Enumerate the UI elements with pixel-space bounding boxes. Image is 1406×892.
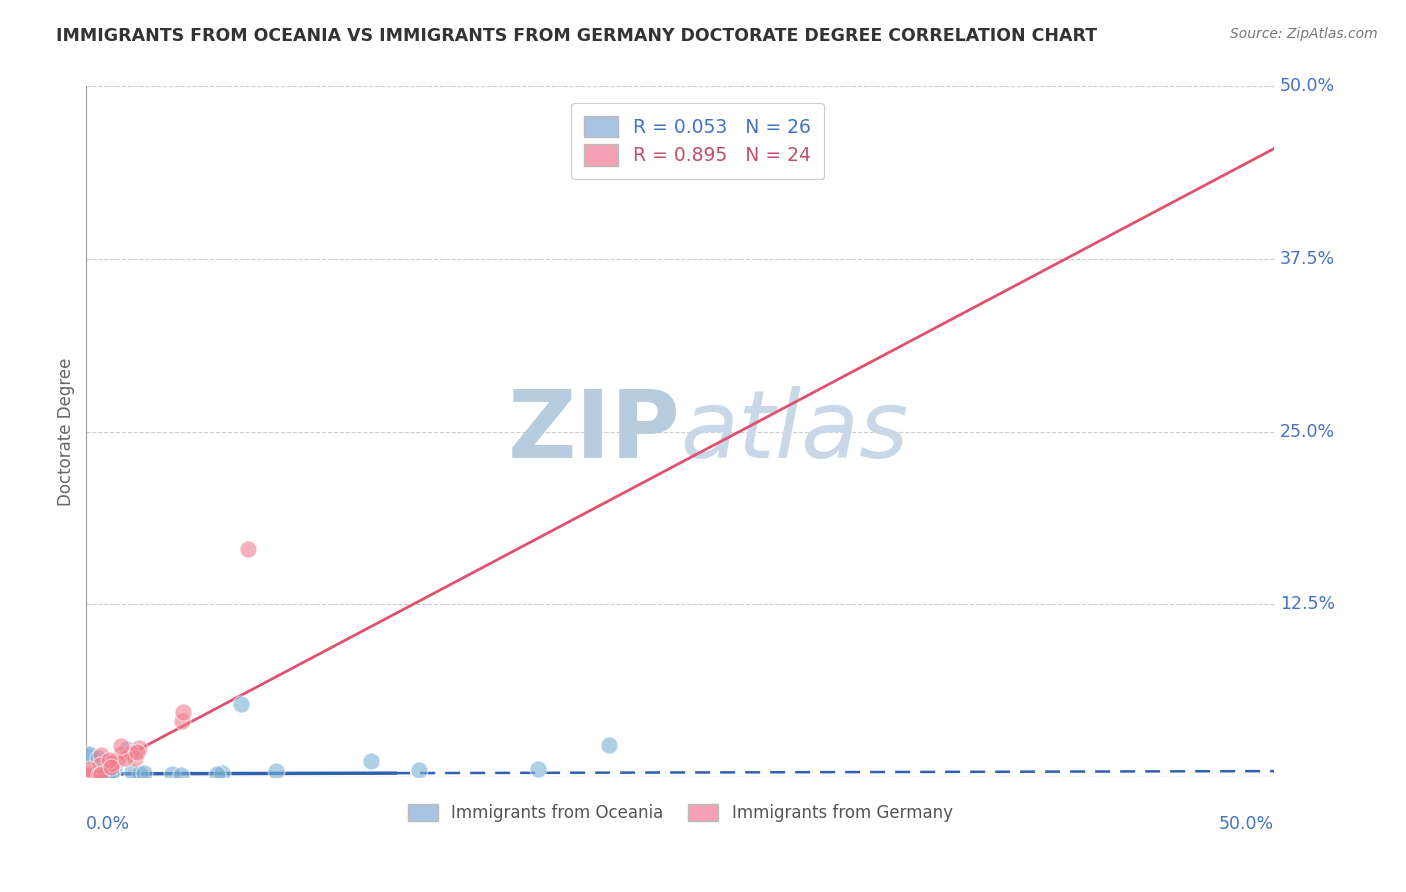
Point — [97, 768, 120, 782]
Point — [77, 748, 100, 763]
Point — [110, 747, 132, 762]
Point — [90, 766, 112, 780]
Point — [77, 747, 100, 762]
Point — [170, 714, 193, 728]
Point — [121, 764, 143, 779]
Text: 50.0%: 50.0% — [1279, 78, 1336, 95]
Point — [100, 757, 122, 772]
Point — [100, 766, 122, 780]
Point — [125, 745, 148, 759]
Point — [124, 751, 146, 765]
Point — [229, 698, 252, 712]
Point — [105, 753, 128, 767]
Text: 37.5%: 37.5% — [1279, 250, 1336, 268]
Point — [120, 746, 142, 760]
Point — [98, 753, 121, 767]
Point — [89, 768, 111, 782]
Point — [236, 541, 259, 556]
Point — [211, 766, 233, 780]
Text: 0.0%: 0.0% — [86, 814, 131, 832]
Text: 12.5%: 12.5% — [1279, 595, 1336, 613]
Point — [266, 764, 288, 779]
Point — [134, 766, 156, 780]
Point — [87, 751, 110, 765]
Point — [110, 739, 132, 753]
Text: 25.0%: 25.0% — [1279, 423, 1336, 441]
Point — [103, 761, 125, 775]
Point — [205, 767, 228, 781]
Point — [93, 756, 115, 770]
Point — [598, 738, 620, 752]
Point — [101, 756, 124, 770]
Point — [86, 768, 108, 782]
Point — [172, 705, 194, 719]
Point — [100, 765, 122, 780]
Point — [129, 767, 152, 781]
Text: 50.0%: 50.0% — [1219, 814, 1274, 832]
Point — [77, 765, 100, 780]
Point — [96, 768, 118, 782]
Point — [80, 768, 103, 782]
Point — [89, 758, 111, 772]
Point — [90, 747, 112, 762]
Point — [77, 767, 100, 781]
Point — [77, 762, 100, 776]
Point — [526, 762, 548, 776]
Text: IMMIGRANTS FROM OCEANIA VS IMMIGRANTS FROM GERMANY DOCTORATE DEGREE CORRELATION : IMMIGRANTS FROM OCEANIA VS IMMIGRANTS FR… — [56, 27, 1097, 45]
Point — [83, 767, 105, 781]
Point — [408, 763, 430, 777]
Point — [160, 767, 183, 781]
Point — [100, 760, 122, 774]
Text: atlas: atlas — [681, 386, 908, 477]
Text: Source: ZipAtlas.com: Source: ZipAtlas.com — [1230, 27, 1378, 41]
Y-axis label: Doctorate Degree: Doctorate Degree — [58, 358, 75, 506]
Point — [170, 768, 193, 782]
Point — [115, 742, 138, 756]
Point — [77, 768, 100, 782]
Point — [360, 754, 382, 768]
Point — [114, 751, 136, 765]
Point — [84, 767, 107, 781]
Point — [128, 740, 150, 755]
Legend: Immigrants from Oceania, Immigrants from Germany: Immigrants from Oceania, Immigrants from… — [399, 796, 962, 830]
Text: ZIP: ZIP — [508, 385, 681, 477]
